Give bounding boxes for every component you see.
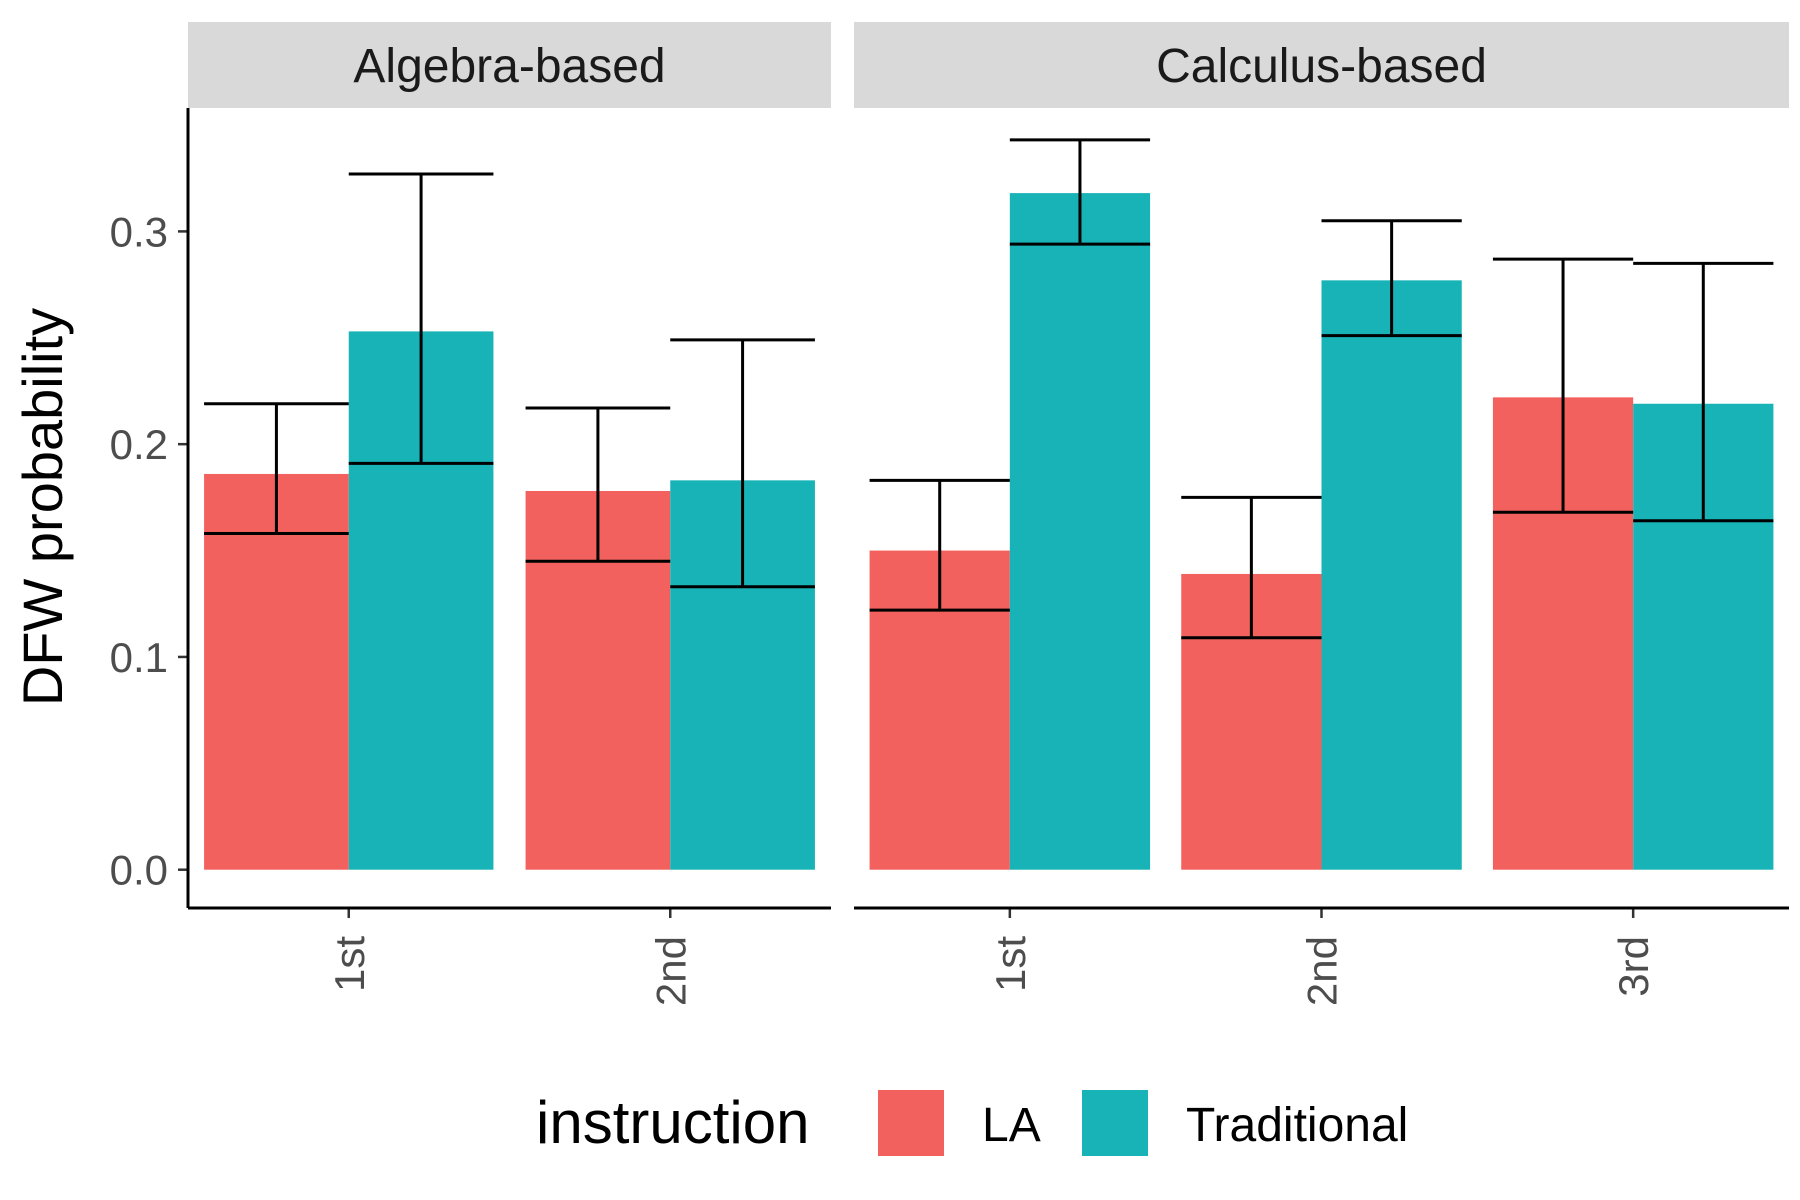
x-tick-label: 3rd: [1610, 936, 1657, 997]
panel-strip-title: Algebra-based: [353, 40, 665, 93]
bar-traditional-2nd: [1321, 280, 1462, 870]
x-tick-label: 2nd: [1299, 936, 1346, 1006]
legend-title: instruction: [536, 1089, 809, 1156]
legend-label-traditional: Traditional: [1186, 1099, 1408, 1152]
y-tick-label: 0.0: [110, 847, 168, 894]
x-tick-label: 2nd: [647, 936, 694, 1006]
legend-key-la: [878, 1090, 944, 1156]
legend-label-la: LA: [982, 1099, 1041, 1152]
panel-calculus-based: Calculus-based 1st 2nd 3rd: [854, 22, 1789, 1006]
panel-strip: [854, 22, 1789, 108]
panel-strip-title: Calculus-based: [1156, 40, 1487, 93]
bar-traditional-1st: [1009, 193, 1151, 870]
y-axis-title: DFW probability: [11, 308, 74, 706]
x-tick-label: 1st: [326, 936, 373, 992]
panel-algebra-based: Algebra-based 1st 2nd: [188, 22, 831, 1006]
legend: instruction LA Traditional: [536, 1089, 1408, 1156]
y-tick-label: 0.2: [110, 421, 168, 468]
y-tick-label: 0.1: [110, 634, 168, 681]
x-tick-label: 1st: [987, 936, 1034, 992]
bar-la-1st: [204, 473, 349, 870]
y-tick-label: 0.3: [110, 208, 168, 255]
panel-strip: [188, 22, 831, 108]
legend-key-traditional: [1082, 1090, 1148, 1156]
